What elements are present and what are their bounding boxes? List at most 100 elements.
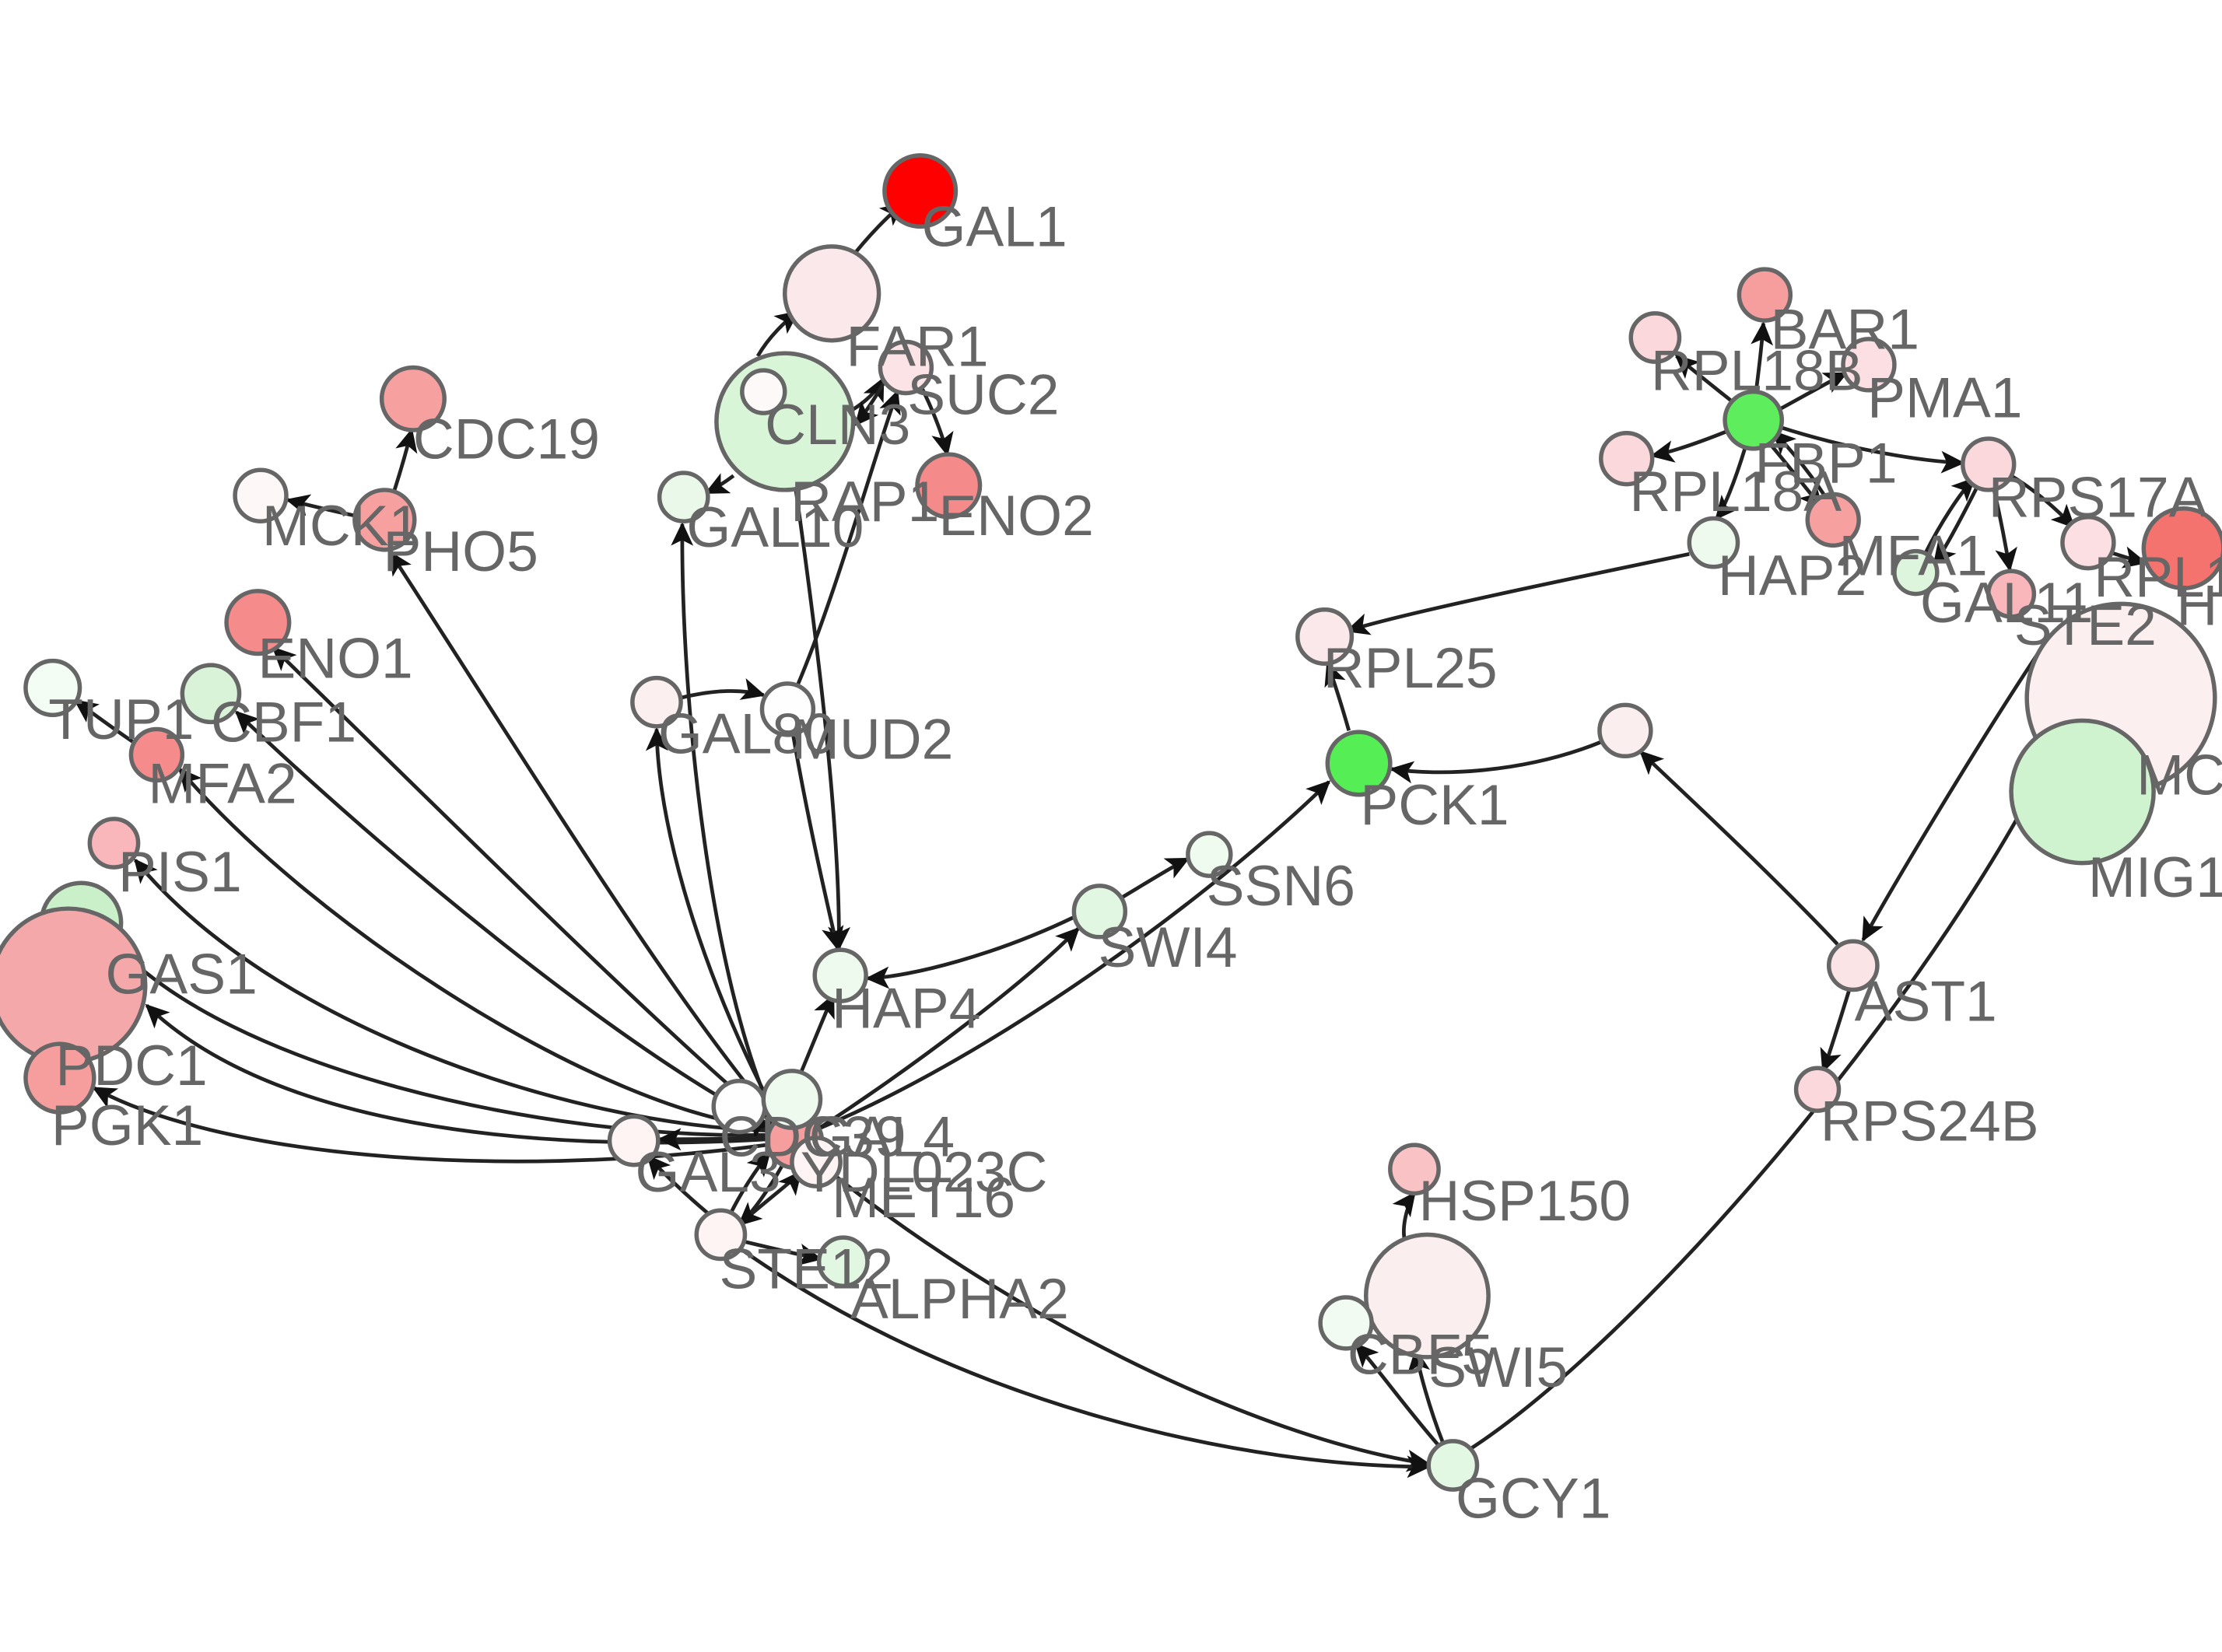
node-label-mig1: MIG1: [2088, 845, 2222, 909]
node-gal11[interactable]: [1892, 548, 1940, 597]
node-label-hsp150: HSP150: [1418, 1169, 1631, 1233]
edge-hub1-to-pck1: [1389, 740, 1602, 784]
node-met16[interactable]: [761, 1069, 823, 1130]
node-hap2[interactable]: [1687, 516, 1740, 569]
node-rpl18b[interactable]: [1628, 311, 1682, 364]
node-ste2[interactable]: [1986, 569, 2037, 619]
edge-ste12-to-gal4: [729, 1151, 771, 1215]
edge-mud2-to-hap4: [791, 736, 844, 951]
node-swi4[interactable]: [1071, 884, 1128, 940]
node-his4[interactable]: [2141, 506, 2222, 590]
node-rpl18a[interactable]: [1599, 430, 1655, 487]
node-ssn6[interactable]: [1186, 831, 1233, 878]
node-label-alpha2: ALPHA2: [850, 1267, 1069, 1331]
node-cbf5[interactable]: [1318, 1295, 1374, 1351]
edge-gal4-to-gcy1: [813, 1157, 1432, 1472]
edge-pho5-to-cdc19: [392, 428, 418, 491]
node-label-bar1: BAR1: [1771, 297, 1919, 361]
node-mig1[interactable]: [2009, 718, 2156, 866]
edge-fbp1-to-pma1: [1779, 371, 1849, 411]
node-label-cdc39: CDC39: [720, 1104, 906, 1168]
node-pis1[interactable]: [87, 817, 141, 870]
edge-ste12-to-gal3: [647, 1154, 710, 1215]
node-rap1[interactable]: [740, 368, 787, 415]
node-label-ydl023c: YDL023C: [801, 1140, 1047, 1204]
node-cdc19[interactable]: [379, 365, 447, 432]
node-ydl023c[interactable]: [790, 1136, 843, 1188]
edge-pho5-to-mck1: [286, 494, 356, 518]
node-label-suc2: SUC2: [907, 363, 1059, 427]
node-pck1[interactable]: [1325, 730, 1393, 797]
edge-mcm1-to-ast1: [1861, 649, 2042, 942]
edge-layer: [73, 202, 2147, 1479]
node-label-cdc19: CDC19: [413, 407, 600, 471]
edge-rap1-to-hap4: [784, 422, 851, 951]
node-label-rps24b: RPS24B: [1821, 1089, 2039, 1153]
node-label-gcy1: GCY1: [1456, 1466, 1610, 1530]
node-mfa1[interactable]: [1805, 492, 1861, 548]
node-label-gas1: GAS1: [105, 943, 257, 1006]
node-label-gal1: GAL1: [922, 195, 1067, 259]
edge-gal4-to-pck1: [819, 780, 1331, 1130]
node-gal10[interactable]: [657, 471, 710, 523]
node-pma1[interactable]: [1841, 337, 1897, 393]
edge-rpl16a-to-his4: [2110, 546, 2147, 569]
node-label-met16: MET16: [832, 1166, 1015, 1230]
edge-fbp1-to-hap2: [1715, 448, 1747, 520]
edge-mud2-to-suc2: [796, 389, 901, 686]
node-eno2[interactable]: [915, 452, 983, 520]
node-rpl16a[interactable]: [2060, 514, 2116, 571]
node-label-mud2: MUD2: [792, 708, 953, 772]
node-gal80[interactable]: [630, 675, 683, 729]
node-label-eno2: ENO2: [938, 484, 1093, 548]
node-label-ste12: STE12: [720, 1237, 894, 1301]
node-far1[interactable]: [783, 244, 881, 343]
node-mck1[interactable]: [233, 467, 289, 523]
node-label-mcm1: MCM1: [2136, 743, 2222, 807]
node-label-cln3: CLN3: [765, 393, 910, 457]
node-label-pho5: PHO5: [383, 520, 538, 583]
node-hap4[interactable]: [812, 947, 868, 1003]
edge-suc2-to-cln3: [854, 380, 886, 426]
node-label-fbp1: FBP1: [1755, 431, 1898, 495]
node-label-gal80: GAL80: [658, 702, 836, 765]
node-label-far1: FAR1: [846, 314, 988, 378]
edge-ste12-to-gcy1: [739, 1247, 1432, 1479]
node-label-gal3: GAL3: [636, 1140, 781, 1204]
node-hub1[interactable]: [1597, 702, 1653, 759]
node-label-cbf1: CBF1: [211, 691, 356, 754]
node-swi5[interactable]: [1363, 1232, 1491, 1360]
node-alpha2[interactable]: [816, 1235, 870, 1289]
edge-rps17a-to-ste2: [1992, 489, 2017, 572]
node-mfa2[interactable]: [128, 726, 185, 783]
edge-gal4-to-swi4: [816, 926, 1080, 1131]
node-pho5[interactable]: [352, 488, 417, 552]
node-gal3[interactable]: [607, 1114, 661, 1167]
node-ste12[interactable]: [694, 1208, 748, 1262]
node-pgk1[interactable]: [23, 1041, 96, 1115]
node-ast1[interactable]: [1826, 939, 1880, 992]
node-rps17a[interactable]: [1961, 436, 2017, 492]
node-mud2[interactable]: [759, 681, 816, 737]
node-label-gal11: GAL11: [1920, 571, 2094, 635]
node-suc2[interactable]: [878, 339, 934, 396]
edge-gal4-to-eno1: [272, 646, 775, 1125]
node-hsp150[interactable]: [1388, 1143, 1441, 1196]
node-fbp1[interactable]: [1723, 389, 1785, 451]
node-eno1[interactable]: [224, 589, 292, 656]
node-label-cbf5: CBF5: [1348, 1323, 1493, 1387]
node-label-eno1: ENO1: [258, 626, 412, 690]
edge-gal80-to-mud2: [680, 678, 766, 700]
node-rpl25[interactable]: [1295, 607, 1355, 667]
node-label-swi4: SWI4: [1099, 915, 1238, 979]
node-cbf1[interactable]: [180, 663, 242, 725]
node-rps24b[interactable]: [1793, 1066, 1842, 1113]
edge-fbp1-to-bar1: [1751, 320, 1774, 391]
node-gal1[interactable]: [882, 152, 959, 229]
node-label-pma1: PMA1: [1867, 366, 2022, 429]
node-bar1[interactable]: [1737, 267, 1793, 323]
node-tup1[interactable]: [23, 658, 82, 717]
node-gcy1[interactable]: [1426, 1439, 1480, 1492]
